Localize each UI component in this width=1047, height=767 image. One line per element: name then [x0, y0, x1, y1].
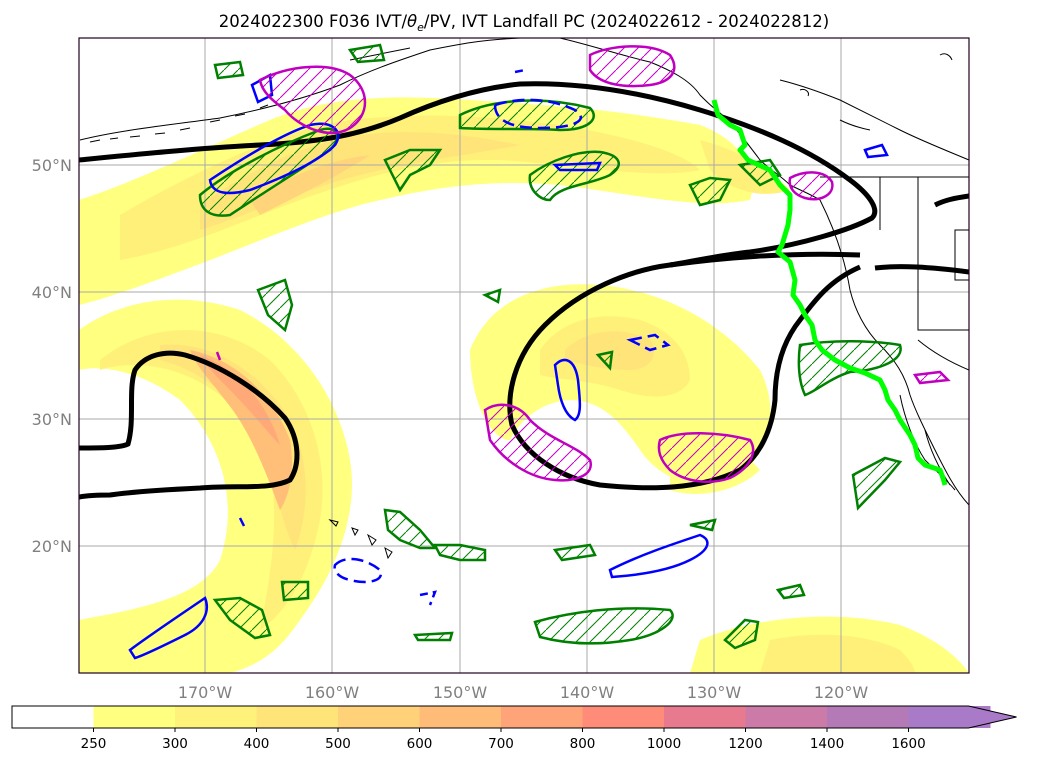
green-contour-10 [481, 288, 502, 304]
green-contour-13 [383, 508, 438, 550]
green-contour-20 [851, 456, 903, 511]
pv-contour-3 [483, 403, 592, 482]
green-contour-9 [256, 278, 294, 333]
colorbar-tick-label: 500 [325, 736, 351, 752]
green-contour-2 [347, 43, 386, 64]
pc-contour-central [507, 251, 861, 491]
lat-label-50n: 50°N [32, 156, 72, 175]
ivt-jet-north-3 [200, 132, 520, 230]
colorbar-tick-label: 1000 [647, 736, 681, 752]
ivt-southwest-band-3 [160, 344, 306, 550]
green-contour-14 [432, 543, 487, 562]
colorbar-segment [338, 706, 420, 728]
green-contour-3 [458, 99, 595, 132]
ne-land [799, 53, 953, 131]
colorbar-segment [827, 706, 909, 728]
green-contour-16 [212, 596, 272, 640]
green-contour-12 [595, 350, 614, 371]
blue-contour-dashed-2 [333, 557, 383, 584]
pc-contour-east [874, 193, 969, 275]
lon-label-170w: 170°W [178, 683, 233, 702]
blue-contour-4 [863, 143, 889, 159]
colorbar-segment [745, 706, 828, 728]
us-states-border [879, 177, 969, 371]
pv-contour-6 [912, 370, 951, 385]
colorbar-segment [93, 706, 176, 728]
blue-contour-5 [553, 358, 582, 422]
colorbar-outline [11, 705, 1017, 729]
pc-contours [79, 81, 969, 500]
colorbar-segment [175, 706, 257, 728]
colorbar-tick-label: 700 [488, 736, 514, 752]
colorbar-tick-label: 1600 [891, 736, 925, 752]
green-contour-19 [775, 583, 806, 600]
lon-label-150w: 150°W [433, 683, 488, 702]
colorbar-segment [256, 706, 339, 728]
green-contour-22 [689, 518, 717, 532]
theta-e-negative-contours [128, 68, 889, 660]
colorbar-segment [664, 706, 746, 728]
blue-contour-1 [208, 122, 340, 195]
colorbar: 250 300 400 500 600 700 800 1000 1200 1400 1600 [11, 705, 1017, 752]
longitude-labels: 170°W 160°W 150°W 140°W 130°W 120°W [178, 683, 869, 702]
lat-label-20n: 20°N [32, 537, 72, 556]
lon-label-160w: 160°W [305, 683, 360, 702]
hawaii-islands [328, 519, 393, 560]
map-frame [78, 37, 970, 674]
pv-contour-7 [215, 351, 222, 361]
blue-contour-3 [552, 161, 602, 172]
pc-contour-north [79, 81, 878, 268]
blue-contour-8 [238, 517, 246, 527]
ivt-southeast-patch-2 [760, 634, 915, 673]
blue-contour-7 [128, 596, 209, 660]
green-contour-8 [737, 158, 782, 187]
map-panel [79, 38, 969, 673]
lat-label-30n: 30°N [32, 410, 72, 429]
pc-contour-west [79, 350, 300, 500]
pv-contour-2 [588, 45, 676, 88]
lon-label-120w: 120°W [814, 683, 869, 702]
pv-contour-4 [657, 432, 755, 483]
green-contour-1 [213, 60, 245, 80]
green-contour-15 [280, 580, 310, 602]
pv-contour-1 [258, 65, 367, 134]
landfall-line [711, 99, 948, 486]
colorbar-tick-label: 1200 [728, 736, 762, 752]
ivt-southwest-band-4 [190, 350, 292, 510]
blue-contour-dashed-4 [419, 590, 437, 606]
colorbar-tick-label: 300 [162, 736, 188, 752]
lon-label-140w: 140°W [560, 683, 615, 702]
colorbar-tick-label: 1400 [810, 736, 844, 752]
blue-contour-dashed-5 [514, 68, 526, 74]
lon-label-130w: 130°W [687, 683, 742, 702]
blue-contour-dashed-1 [493, 98, 582, 130]
green-contour-17 [533, 607, 674, 645]
latitude-labels: 50°N 40°N 30°N 20°N [32, 156, 72, 556]
blue-contour-dashed-3 [626, 333, 671, 352]
green-contour-18 [723, 618, 760, 650]
colorbar-segment [501, 706, 583, 728]
colorbar-segment [419, 706, 502, 728]
green-contour-7 [688, 176, 732, 207]
lat-label-40n: 40°N [32, 283, 72, 302]
green-contour-5 [383, 148, 443, 193]
colorbar-segment [582, 706, 665, 728]
pv-contours [215, 45, 951, 483]
pv-contour-5 [788, 171, 834, 201]
ivt-jet-north-2 [120, 115, 700, 260]
blue-contour-6 [608, 533, 709, 579]
colorbar-tick-label: 250 [81, 736, 107, 752]
colorbar-extension [908, 706, 1017, 728]
ivt-jet-north-4 [250, 155, 370, 215]
ivt-southwest-core [200, 355, 280, 445]
green-contour-21 [552, 543, 597, 562]
aleutians [89, 104, 269, 143]
colorbar-segment [12, 706, 94, 728]
colorbar-tick-label: 600 [407, 736, 433, 752]
colorbar-tick-label: 800 [570, 736, 596, 752]
figure-title: 2024022300 F036 IVT/θe/PV, IVT Landfall … [219, 12, 829, 34]
green-contour-23 [412, 631, 454, 642]
colorbar-tick-label: 400 [244, 736, 270, 752]
